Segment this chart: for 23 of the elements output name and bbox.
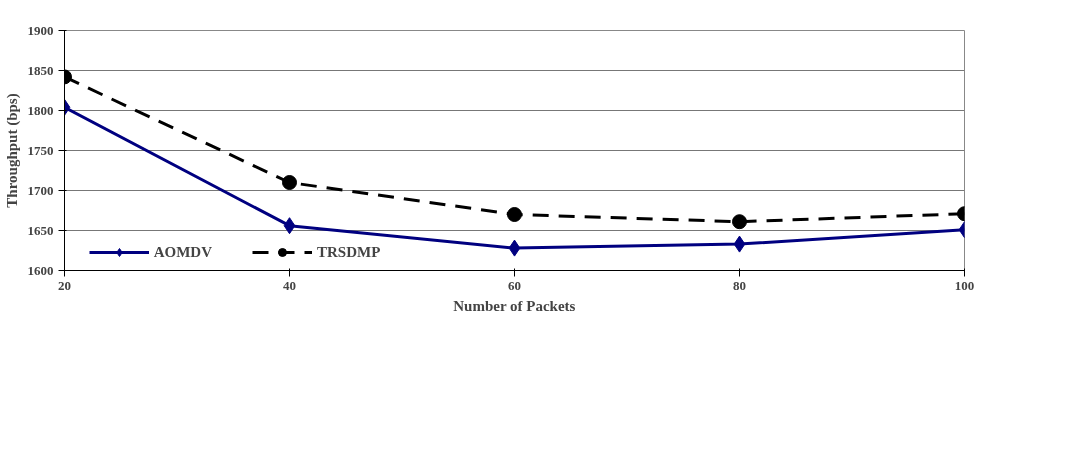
y-tick-label: 1900: [27, 22, 54, 38]
x-tick-label: 40: [283, 277, 296, 293]
y-axis-title: Throughput (bps): [3, 93, 21, 208]
x-tick-label: 20: [58, 277, 71, 293]
legend-label: TRSDMP: [316, 243, 381, 261]
y-tick-label: 1850: [27, 62, 54, 78]
point: [507, 207, 522, 222]
x-axis-title: Number of Packets: [453, 297, 576, 314]
point: [732, 214, 747, 230]
point: [283, 217, 296, 235]
y-tick-label: 1800: [27, 102, 54, 118]
point: [282, 175, 297, 190]
y-tick-label: 1750: [27, 142, 54, 158]
legend-label: AOMDV: [153, 243, 212, 261]
point: [733, 235, 746, 253]
y-tick-label: 1700: [27, 182, 54, 198]
line-series: [64, 69, 965, 230]
y-tick-label: 1650: [27, 222, 54, 238]
x-tick-label: 100: [954, 277, 975, 293]
point: [508, 239, 521, 257]
y-tick-label: 1600: [27, 262, 54, 278]
x-tick-label: 80: [733, 277, 746, 293]
x-tick-label: 60: [508, 277, 521, 293]
